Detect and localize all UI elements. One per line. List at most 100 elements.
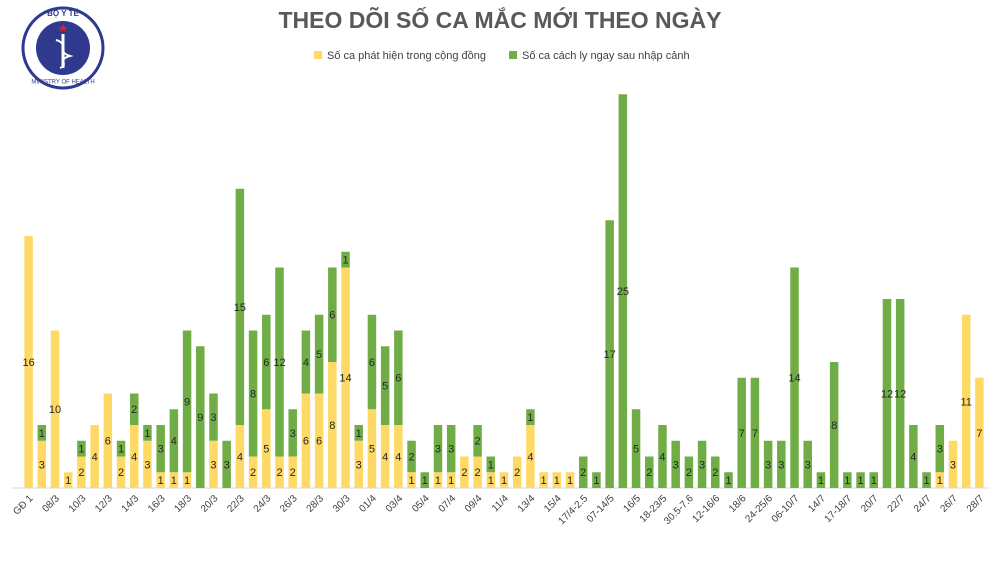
value-label: 5: [316, 349, 322, 361]
value-label: 3: [778, 459, 784, 471]
bar-segment: [420, 472, 430, 488]
bar-segment: [143, 425, 152, 441]
value-label: 1: [158, 475, 164, 487]
bar-segment: [50, 330, 60, 488]
bar-segment: [354, 440, 363, 488]
bar-segment: [367, 409, 377, 488]
value-label: 1: [924, 475, 930, 487]
value-label: 1: [541, 475, 547, 487]
value-label: 3: [950, 459, 956, 471]
bar-segment: [116, 456, 126, 488]
bar-segment: [394, 425, 403, 488]
value-label: 14: [339, 373, 351, 385]
value-label: 1: [818, 475, 824, 487]
bar-segment: [182, 472, 192, 488]
legend-label: Số ca cách ly ngay sau nhập cảnh: [522, 50, 690, 62]
value-label: 1: [39, 428, 45, 440]
bar-segment: [209, 440, 218, 488]
value-label: 3: [765, 459, 771, 471]
value-label: 2: [475, 467, 481, 479]
bar-segment: [407, 472, 416, 488]
value-label: 1: [408, 475, 414, 487]
value-label: 2: [461, 467, 467, 479]
bar-segment: [169, 472, 179, 488]
bar-segment: [169, 409, 179, 473]
bar-segment: [816, 472, 826, 488]
value-label: 1: [78, 444, 84, 456]
value-label: 1: [871, 475, 877, 487]
bar-segment: [380, 346, 390, 425]
value-label: 1: [554, 475, 560, 487]
bar-segment: [724, 472, 733, 488]
value-label: 6: [369, 357, 375, 369]
bar-segment: [235, 188, 245, 425]
value-label: 7: [976, 428, 982, 440]
bar-segment: [856, 472, 865, 488]
bar-segment: [248, 456, 258, 488]
bar-segment: [790, 267, 799, 488]
chart-title: THEO DÕI SỐ CA MẮC MỚI THEO NGÀY: [279, 6, 722, 33]
value-label: 4: [92, 451, 98, 463]
value-label: 2: [118, 467, 124, 479]
value-label: 1: [144, 428, 150, 440]
legend-label: Số ca phát hiện trong cộng đồng: [327, 50, 486, 62]
value-label: 10: [49, 404, 61, 416]
bar-segment: [248, 330, 258, 457]
bar-segment: [314, 393, 324, 488]
value-label: 3: [144, 459, 150, 471]
value-label: 3: [937, 444, 943, 456]
bar-segment: [156, 425, 165, 473]
value-label: 1: [857, 475, 863, 487]
bar-segment: [961, 314, 971, 488]
value-label: 12: [894, 388, 906, 400]
bar-segment: [209, 393, 218, 441]
value-label: 6: [329, 310, 335, 322]
bar-segment: [869, 472, 879, 488]
bar-segment: [182, 330, 192, 473]
bar-segment: [658, 425, 667, 488]
bar-segment: [473, 425, 482, 457]
bar-segment: [367, 314, 377, 410]
value-label: 11: [960, 396, 971, 408]
value-label: 1: [356, 428, 362, 440]
bar-segment: [116, 440, 126, 457]
bar-segment: [975, 377, 984, 488]
bar-segment: [935, 425, 945, 473]
bar-segment: [275, 456, 284, 488]
bar-segment: [578, 456, 588, 488]
logo-snake: [55, 39, 74, 69]
value-label: 1: [448, 475, 454, 487]
bar-segment: [37, 425, 47, 441]
bar-segment: [433, 425, 443, 473]
logo-star: [58, 24, 68, 32]
value-label: 1: [844, 475, 850, 487]
bar-segment: [37, 440, 47, 488]
value-label: 3: [699, 459, 705, 471]
value-label: 5: [369, 444, 375, 456]
bar-segment: [314, 314, 324, 394]
bar-segment: [301, 330, 311, 394]
value-label: 2: [712, 467, 718, 479]
value-label: 1: [527, 412, 533, 424]
value-label: 6: [263, 357, 269, 369]
bar-segment: [460, 456, 469, 488]
value-label: 3: [39, 459, 45, 471]
bar-segment: [235, 425, 245, 488]
bar-segment: [645, 456, 654, 488]
value-label: 5: [263, 444, 269, 456]
bar-segment: [262, 314, 271, 410]
value-label: 4: [237, 451, 243, 463]
value-label: 1: [435, 475, 441, 487]
bar-segment: [526, 409, 535, 425]
value-label: 12: [273, 357, 285, 369]
value-label: 6: [105, 436, 111, 448]
bar-segment: [777, 440, 786, 488]
bar-segment: [433, 472, 443, 488]
bar-segment: [895, 299, 905, 488]
bar-segment: [129, 425, 139, 488]
value-label: 8: [831, 420, 837, 432]
bar-segment: [539, 472, 548, 488]
value-label: 2: [276, 467, 282, 479]
value-label: 2: [646, 467, 652, 479]
bar-segment: [288, 456, 297, 488]
